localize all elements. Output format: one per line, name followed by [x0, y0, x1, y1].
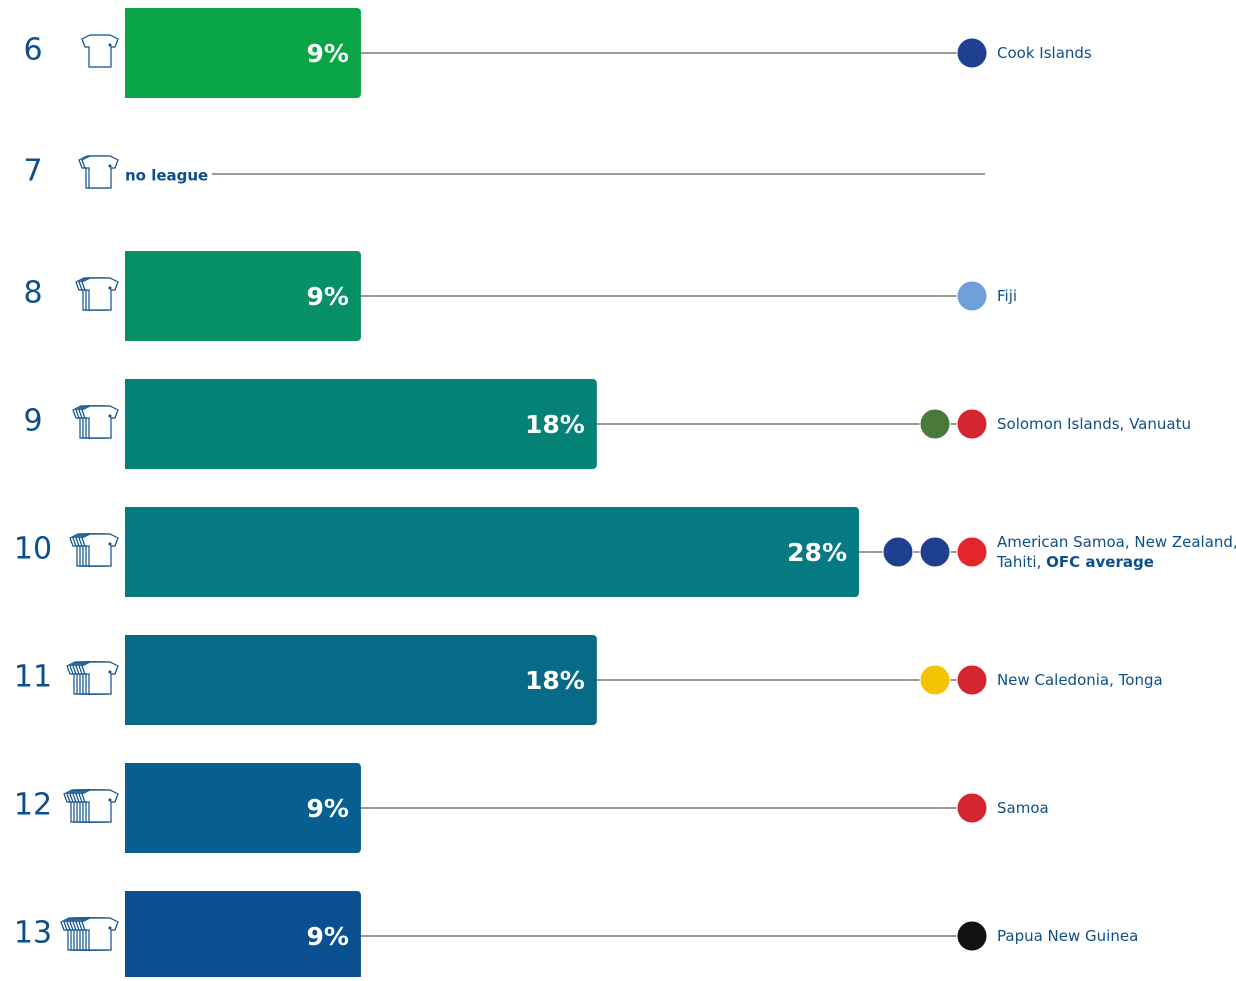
value-label: 9%	[306, 794, 348, 823]
category-label: 8	[23, 276, 42, 311]
value-label: 28%	[787, 538, 847, 567]
flag	[956, 792, 988, 824]
bar	[125, 763, 361, 853]
bar-left-edge	[125, 891, 131, 981]
country-label: Fiji	[997, 287, 1017, 305]
shirt-icon	[81, 277, 119, 311]
shirt-icon	[81, 34, 119, 68]
country-name: Solomon Islands, Vanuatu	[997, 415, 1191, 433]
shirt-icon	[81, 661, 119, 695]
category-label: 10	[14, 532, 52, 567]
country-name: Samoa	[997, 799, 1049, 817]
country-label: New Caledonia, Tonga	[997, 671, 1163, 689]
flag	[956, 664, 988, 696]
bar-left-edge	[125, 635, 131, 725]
shirt-icon	[81, 917, 119, 951]
category-label: 11	[14, 660, 52, 695]
no-league-label: no league	[125, 167, 208, 185]
bar-left-edge	[125, 507, 131, 597]
bar	[125, 8, 361, 98]
value-label: 9%	[306, 282, 348, 311]
value-label: 18%	[525, 410, 585, 439]
shirt-icon	[81, 789, 119, 823]
country-name: American Samoa, New Zealand,	[997, 533, 1236, 551]
shirt-icon	[81, 533, 119, 567]
value-label: 18%	[525, 666, 585, 695]
country-label: Solomon Islands, Vanuatu	[997, 415, 1191, 433]
flag	[919, 408, 951, 440]
bar	[125, 251, 361, 341]
category-label: 6	[23, 33, 42, 68]
shirt-dot	[108, 542, 112, 546]
flag	[919, 536, 951, 568]
flag	[956, 37, 988, 69]
category-label: 12	[14, 788, 52, 823]
flag	[882, 536, 914, 568]
country-name: OFC average	[1046, 553, 1154, 571]
country-name: Fiji	[997, 287, 1017, 305]
category-label: 13	[14, 916, 52, 951]
shirt-dot	[108, 926, 112, 930]
value-label: 9%	[306, 39, 348, 68]
category-label: 7	[23, 154, 42, 189]
bar-left-edge	[125, 8, 131, 98]
shirt-dot	[108, 43, 112, 47]
shirt-dot	[108, 798, 112, 802]
country-label: Cook Islands	[997, 44, 1092, 62]
bar	[125, 635, 597, 725]
bar-left-edge	[125, 251, 131, 341]
country-name: Papua New Guinea	[997, 927, 1138, 945]
country-label: American Samoa, New Zealand,	[997, 533, 1236, 551]
bar-left-edge	[125, 379, 131, 469]
flag	[956, 280, 988, 312]
bar-left-edge	[125, 763, 131, 853]
shirt-icon	[81, 405, 119, 439]
bar	[125, 891, 361, 981]
shirt-dot	[108, 164, 112, 168]
flag	[956, 408, 988, 440]
flag	[956, 536, 988, 568]
country-label: Tahiti, OFC average	[996, 553, 1154, 571]
flag	[919, 664, 951, 696]
country-label: Samoa	[997, 799, 1049, 817]
shirt-icon	[81, 155, 119, 189]
bar	[125, 379, 597, 469]
flag	[956, 920, 988, 952]
bar	[125, 507, 859, 597]
shirt-dot	[108, 414, 112, 418]
category-label: 9	[23, 404, 42, 439]
country-name: Cook Islands	[997, 44, 1092, 62]
value-label: 9%	[306, 922, 348, 951]
country-name: New Caledonia, Tonga	[997, 671, 1163, 689]
country-name: Tahiti,	[996, 553, 1046, 571]
shirt-dot	[108, 670, 112, 674]
shirt-dot	[108, 286, 112, 290]
country-label: Papua New Guinea	[997, 927, 1138, 945]
